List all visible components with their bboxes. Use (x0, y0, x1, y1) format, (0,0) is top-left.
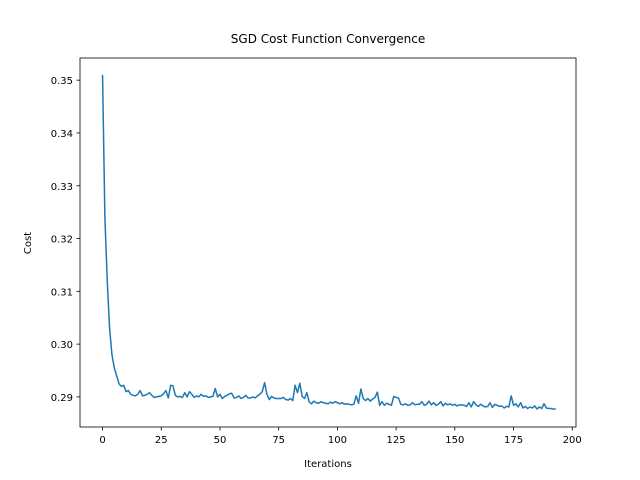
y-tick-label: 0.34 (51, 129, 73, 140)
plot-frame (79, 57, 577, 428)
x-axis-label: Iterations (304, 459, 352, 470)
x-tick-label: 0 (99, 435, 105, 446)
x-tick-label: 175 (504, 435, 523, 446)
y-tick-label: 0.30 (51, 340, 73, 351)
x-tick-label: 100 (328, 435, 347, 446)
x-tick-label: 25 (155, 435, 168, 446)
y-tick-label: 0.31 (51, 287, 73, 298)
y-tick-label: 0.35 (51, 76, 73, 87)
x-tick-label: 125 (387, 435, 406, 446)
x-tick-label: 150 (445, 435, 464, 446)
y-tick-label: 0.29 (51, 393, 73, 404)
y-tick-label: 0.32 (51, 235, 73, 246)
x-tick-label: 50 (214, 435, 227, 446)
chart-title: SGD Cost Function Convergence (231, 32, 425, 46)
y-axis-label: Cost (23, 232, 34, 254)
x-tick-label: 200 (563, 435, 582, 446)
line-series (101, 74, 556, 410)
x-tick-label: 75 (272, 435, 285, 446)
y-tick-label: 0.33 (51, 182, 73, 193)
